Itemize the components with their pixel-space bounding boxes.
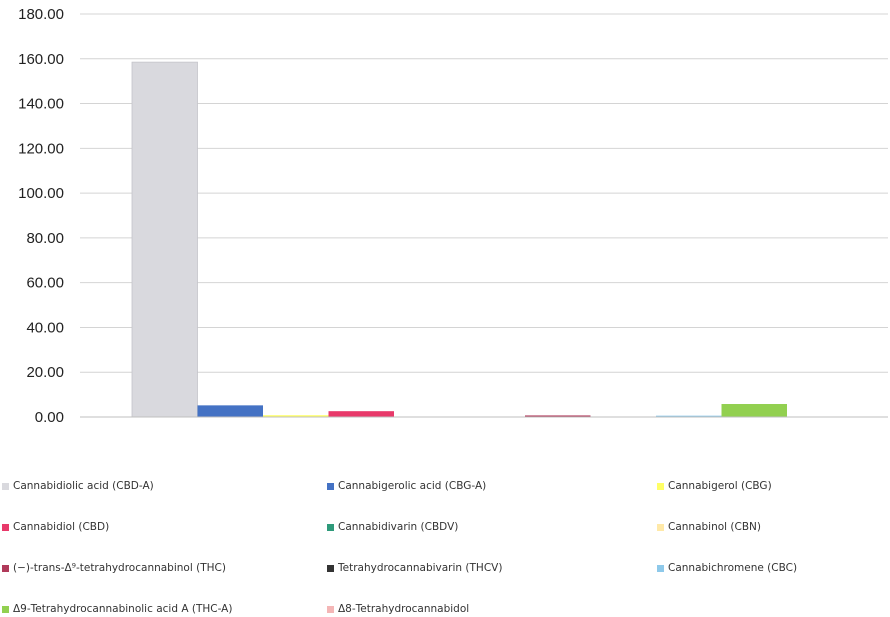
- legend-item: Cannabichromene (CBC): [657, 562, 797, 574]
- y-axis-tick-labels: 0.00 20.00 40.00 60.00 80.00 100.00 120.00 140.…: [18, 6, 64, 426]
- legend-label: Cannabichromene (CBC): [668, 562, 798, 574]
- bar-chart: 0.00 20.00 40.00 60.00 80.00 100.00 120.00 140.…: [18, 6, 888, 426]
- y-tick-label: 0.00: [35, 409, 64, 426]
- legend-swatch: [327, 605, 334, 613]
- legend-item: Δ9-Tetrahydrocannabinolic acid A (THC-A): [2, 603, 232, 615]
- legend-label: Cannabidiol (CBD): [13, 521, 110, 533]
- legend-label: Δ9-Tetrahydrocannabinolic acid A (THC-A): [13, 603, 233, 615]
- y-tick-label: 40.00: [26, 319, 64, 336]
- legend-item: Cannabidivarin (CBDV): [327, 521, 458, 533]
- legend-label: Cannabidiolic acid (CBD-A): [13, 480, 154, 492]
- bar-2: [197, 405, 263, 417]
- legend-label: Cannabigerolic acid (CBG-A): [338, 480, 487, 492]
- y-tick-label: 140.00: [18, 96, 64, 113]
- legend-swatch: [2, 605, 9, 613]
- legend-item: Tetrahydrocannabivarin (THCV): [327, 562, 502, 574]
- y-tick-label: 80.00: [26, 230, 64, 247]
- legend-label: Cannabinol (CBN): [668, 521, 762, 533]
- legend-label: Cannabidivarin (CBDV): [338, 521, 459, 533]
- legend-item: Δ8-Tetrahydrocannabidol: [327, 603, 469, 615]
- legend-item: (−)-trans-Δ⁹-tetrahydrocannabinol (THC): [2, 562, 226, 574]
- bar-9: [656, 415, 722, 417]
- gridlines: [80, 13, 888, 418]
- legend-item: Cannabigerolic acid (CBG-A): [327, 480, 486, 492]
- bar-10: [721, 404, 787, 417]
- legend-label: (−)-trans-Δ⁹-tetrahydrocannabinol (THC): [13, 562, 226, 574]
- y-tick-label: 100.00: [18, 185, 64, 202]
- legend: Cannabidiolic acid (CBD-A) Cannabigerolic…: [0, 470, 890, 617]
- bar-1: [131, 61, 198, 418]
- legend-swatch: [2, 523, 9, 531]
- y-tick-label: 20.00: [26, 364, 64, 381]
- bars: [131, 61, 787, 418]
- y-tick-label: 120.00: [18, 140, 64, 157]
- legend-item: Cannabidiol (CBD): [2, 521, 109, 533]
- legend-swatch: [2, 482, 9, 490]
- legend-label: Tetrahydrocannabivarin (THCV): [338, 562, 503, 574]
- legend-swatch: [2, 564, 9, 572]
- y-tick-label: 180.00: [18, 6, 64, 23]
- legend-item: Cannabinol (CBN): [657, 521, 761, 533]
- legend-swatch: [657, 523, 664, 531]
- y-tick-label: 60.00: [26, 275, 64, 292]
- legend-label: Cannabigerol (CBG): [668, 480, 772, 492]
- bar-7: [525, 415, 591, 417]
- legend-swatch: [327, 564, 334, 572]
- bar-3: [263, 415, 329, 417]
- legend-item: Cannabidiolic acid (CBD-A): [2, 480, 154, 492]
- legend-swatch: [327, 482, 334, 490]
- legend-swatch: [327, 523, 334, 531]
- bar-4: [328, 411, 394, 417]
- legend-swatch: [657, 564, 664, 572]
- y-tick-label: 160.00: [18, 51, 64, 68]
- legend-item: Cannabigerol (CBG): [657, 480, 772, 492]
- legend-swatch: [657, 482, 664, 490]
- legend-label: Δ8-Tetrahydrocannabidol: [338, 603, 470, 615]
